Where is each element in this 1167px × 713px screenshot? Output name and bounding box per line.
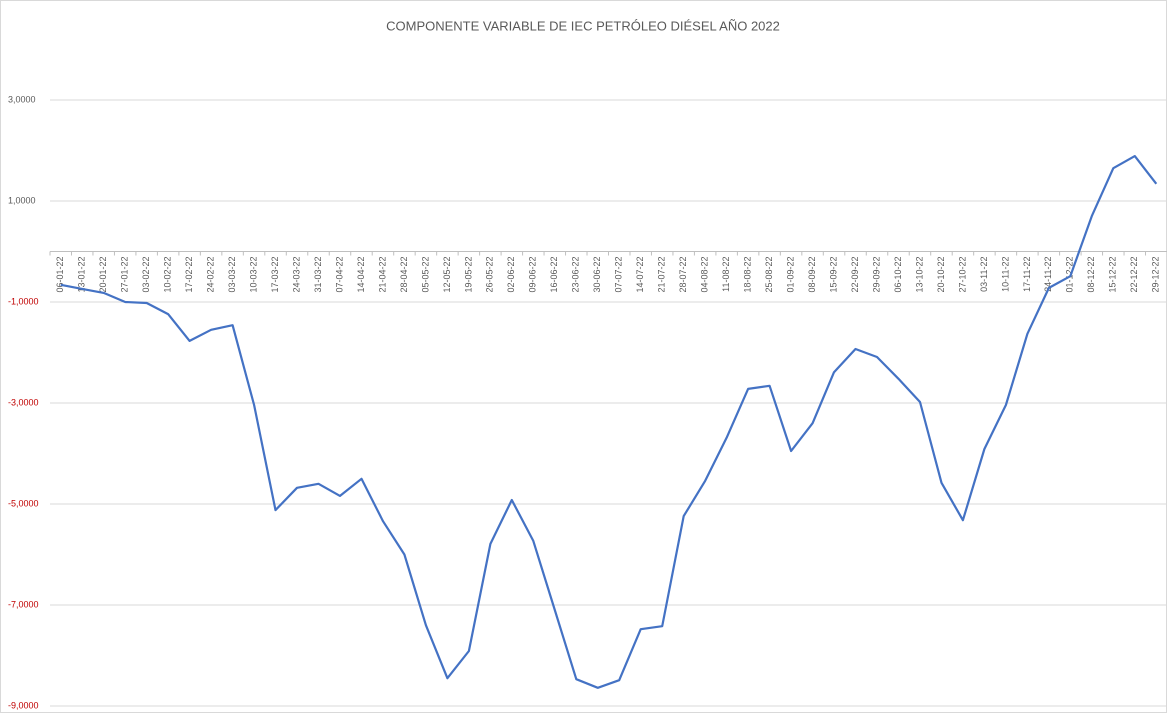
x-tick-label: 21-04-22 [377, 257, 387, 293]
y-tick-label: -7,0000 [8, 599, 39, 609]
x-tick-label: 13-01-22 [77, 257, 87, 293]
x-tick-label: 30-06-22 [592, 257, 602, 293]
x-tick-label: 14-04-22 [356, 257, 366, 293]
x-tick-label: 07-04-22 [334, 257, 344, 293]
x-tick-label: 28-07-22 [678, 257, 688, 293]
x-tick-label: 01-09-22 [785, 257, 795, 293]
x-tick-label: 03-11-22 [979, 257, 989, 292]
x-tick-label: 27-01-22 [120, 257, 130, 293]
x-tick-label: 22-12-22 [1129, 257, 1139, 293]
x-tick-label: 20-01-22 [98, 257, 108, 293]
x-tick-label: 08-12-22 [1086, 257, 1096, 293]
x-tick-label: 03-03-22 [227, 257, 237, 293]
x-tick-label: 02-06-22 [506, 257, 516, 293]
x-tick-label: 11-08-22 [721, 257, 731, 292]
x-tick-label: 04-08-22 [700, 257, 710, 293]
x-tick-label: 13-10-22 [914, 257, 924, 293]
y-tick-label: -5,0000 [8, 498, 39, 508]
x-tick-label: 18-08-22 [743, 257, 753, 293]
y-tick-label: -3,0000 [8, 397, 39, 407]
data-line [60, 155, 1158, 689]
x-tick-label: 31-03-22 [313, 257, 323, 293]
x-tick-label: 12-05-22 [442, 257, 452, 293]
x-tick-label: 09-06-22 [528, 257, 538, 293]
x-tick-label: 08-09-22 [807, 257, 817, 293]
x-tick-label: 14-07-22 [635, 257, 645, 293]
x-tick-label: 17-02-22 [184, 257, 194, 293]
x-tick-label: 22-09-22 [850, 257, 860, 293]
y-tick-label: -1,0000 [8, 296, 39, 306]
y-tick-label: 1,0000 [8, 195, 36, 205]
x-tick-label: 26-05-22 [485, 257, 495, 293]
x-tick-label: 10-02-22 [163, 257, 173, 293]
x-tick-label: 15-12-22 [1108, 257, 1118, 293]
x-tick-label: 07-07-22 [614, 257, 624, 293]
y-tick-label: -9,0000 [8, 700, 39, 710]
x-tick-label: 17-03-22 [270, 257, 280, 293]
x-tick-label: 25-08-22 [764, 257, 774, 293]
x-tick-label: 29-12-22 [1151, 257, 1161, 293]
x-tick-label: 24-11-22 [1043, 257, 1053, 292]
x-tick-label: 24-02-22 [205, 257, 215, 293]
x-tick-label: 05-05-22 [420, 257, 430, 293]
x-tick-label: 20-10-22 [936, 257, 946, 293]
x-tick-label: 24-03-22 [291, 257, 301, 293]
x-tick-label: 17-11-22 [1022, 257, 1032, 292]
chart-title: COMPONENTE VARIABLE DE IEC PETRÓLEO DIÉS… [386, 18, 780, 33]
x-tick-label: 29-09-22 [871, 257, 881, 293]
x-tick-label: 06-01-22 [55, 257, 65, 293]
x-tick-label: 01-12-22 [1065, 257, 1075, 293]
x-tick-label: 03-02-22 [141, 257, 151, 293]
x-tick-label: 15-09-22 [828, 257, 838, 293]
x-tick-label: 23-06-22 [571, 257, 581, 293]
x-tick-label: 10-03-22 [248, 257, 258, 293]
x-tick-label: 16-06-22 [549, 257, 559, 293]
x-tick-label: 27-10-22 [957, 257, 967, 293]
x-tick-label: 06-10-22 [893, 257, 903, 293]
y-tick-label: 3,0000 [8, 94, 36, 104]
x-tick-label: 19-05-22 [463, 257, 473, 293]
x-tick-label: 21-07-22 [657, 257, 667, 293]
x-tick-label: 28-04-22 [399, 257, 409, 293]
x-tick-label: 10-11-22 [1000, 257, 1010, 292]
